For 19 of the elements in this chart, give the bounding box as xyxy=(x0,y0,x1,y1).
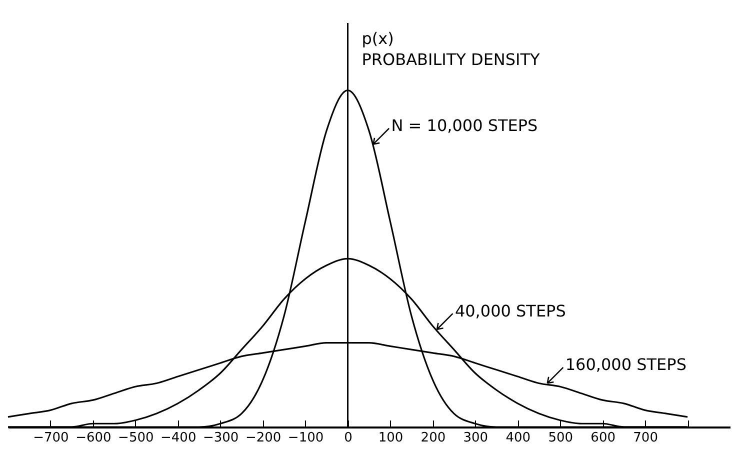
x-tick-label: −600 xyxy=(76,430,112,446)
annotation: 160,000 STEPS xyxy=(565,355,686,374)
x-tick-label: 700 xyxy=(633,430,658,446)
x-tick-label: −100 xyxy=(288,430,324,446)
x-tick-label: 400 xyxy=(506,430,531,446)
x-tick-label: 500 xyxy=(548,430,574,446)
x-tick-label: 200 xyxy=(420,430,446,446)
x-tick-label: 100 xyxy=(378,430,404,446)
annotation: N = 10,000 STEPS xyxy=(391,116,538,136)
x-tick-label: 300 xyxy=(463,430,488,446)
y-axis-title: p(x) PROBABILITY DENSITY xyxy=(362,29,540,69)
x-tick-label: −200 xyxy=(245,430,282,446)
x-tick-label: −300 xyxy=(202,430,239,446)
x-tick-label: 600 xyxy=(590,430,616,446)
x-tick-label: −500 xyxy=(118,430,154,446)
annotation: 40,000 STEPS xyxy=(454,301,566,320)
x-tick-label: −400 xyxy=(160,430,196,446)
x-tick-label: 0 xyxy=(344,430,352,446)
x-tick-label: −700 xyxy=(33,430,69,446)
